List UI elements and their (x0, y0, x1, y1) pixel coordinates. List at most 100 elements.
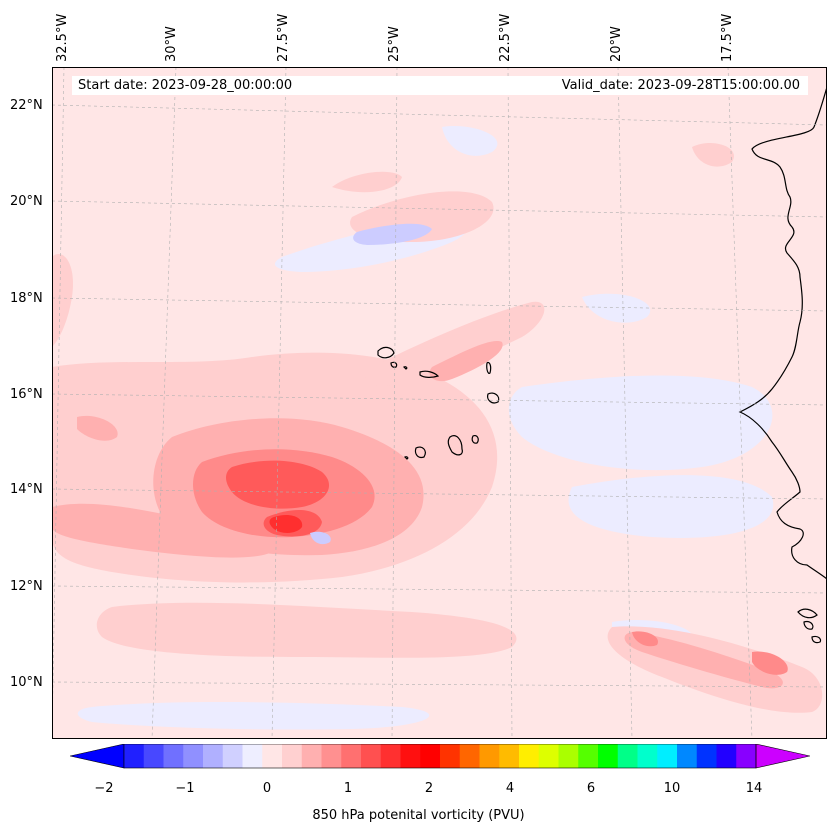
graticule (52, 67, 827, 739)
blue-pocket-north (353, 223, 432, 245)
blue-pocket-center (310, 531, 331, 545)
island-santiago (447, 435, 463, 456)
colorbar-segment (301, 744, 323, 768)
cb-tick-14: 14 (745, 781, 763, 796)
graticule-meridian (52, 67, 65, 739)
red-east-small (632, 631, 658, 647)
graticule-meridian (391, 67, 398, 739)
colorbar-segment (696, 744, 718, 768)
lat-label-10n: 10°N (10, 675, 43, 690)
cb-tick-1: 1 (343, 781, 353, 796)
colorbar-segment (163, 744, 184, 768)
lat-label-18n: 18°N (10, 291, 43, 306)
island-boa-vista (487, 392, 500, 404)
colorbar-segment (400, 744, 421, 768)
red-southeast-core (752, 651, 788, 675)
graticule-meridian (617, 67, 633, 739)
colorbar-segment (598, 744, 619, 768)
lon-label-17-5w: 17.5°W (720, 13, 735, 62)
strong-core (226, 460, 330, 509)
cb-tick-0: 0 (262, 781, 272, 796)
blue-area-east-mid (508, 375, 773, 471)
date-banner: Start date: 2023-09-28_00:00:00 Valid_da… (72, 76, 808, 95)
colorbar-segment (459, 744, 481, 768)
blue-area-south (77, 702, 430, 730)
cb-tick-6: 6 (586, 781, 596, 796)
pink-area-far-north (332, 171, 402, 193)
colorbar-segment (321, 744, 342, 768)
pink-area-south-band (96, 602, 517, 658)
colorbar-segment (361, 744, 382, 768)
lon-label-30w: 30°W (164, 26, 179, 62)
peak-core (269, 515, 303, 533)
colorbar-segment (558, 744, 579, 768)
colorbar-segment (222, 744, 244, 768)
colorbar-segment (124, 744, 145, 768)
lat-label-16n: 16°N (10, 387, 43, 402)
blue-area-north-east-2 (582, 293, 651, 323)
cb-tick-neg2: −2 (94, 781, 114, 796)
colorbar-segment (380, 744, 402, 768)
map-canvas (52, 67, 827, 739)
cb-tick-10: 10 (663, 781, 681, 796)
graticule-meridian (271, 67, 287, 739)
colorbar-segment (519, 744, 540, 768)
cb-tick-2: 2 (424, 781, 434, 796)
colorbar-segment (479, 744, 500, 768)
island-sao-nicolau (419, 370, 440, 378)
pink-southeast-streak (624, 632, 783, 689)
colorbar-segment (183, 744, 204, 768)
lon-label-32-5w: 32.5°W (55, 13, 70, 62)
colorbar-segment (262, 744, 283, 768)
colorbar-segment (716, 744, 737, 768)
island-maio (471, 434, 479, 444)
pink-area-northeast-band (364, 301, 545, 386)
lon-label-27-5w: 27.5°W (276, 13, 291, 62)
colorbar-segment (420, 744, 441, 768)
pink-north-east-streak (429, 341, 503, 382)
colorbar-segment (617, 744, 639, 768)
coast-detail-bijagos (797, 608, 822, 644)
blue-area-north-east (442, 126, 498, 156)
valid-date-text: Valid_date: 2023-09-28T15:00:00.00 (561, 78, 800, 93)
map-border (52, 67, 827, 739)
colorbar-label: 850 hPa potenital vorticity (PVU) (312, 808, 525, 823)
lon-label-20w: 20°W (609, 26, 624, 62)
negative-pockets (310, 223, 432, 545)
pink-area-north-east-small (692, 142, 734, 167)
colorbar-segment (341, 744, 362, 768)
island-santa-luzia (402, 366, 408, 370)
cb-tick-4: 4 (505, 781, 515, 796)
cb-tick-neg1: −1 (175, 781, 195, 796)
island-fogo (414, 446, 426, 459)
colorbar-frame (123, 744, 757, 769)
island-sao-vicente (390, 361, 398, 368)
colorbar-extend-high (755, 744, 810, 769)
peak-positive-area (269, 515, 303, 533)
african-coastline (738, 86, 827, 580)
lon-label-25w: 25°W (387, 26, 402, 62)
colorbar-segment (578, 744, 599, 768)
colorbar-segment (677, 744, 698, 768)
graticule-meridian (151, 67, 177, 739)
colorbar-segment (440, 744, 461, 768)
lat-label-20n: 20°N (10, 194, 43, 209)
colorbar-segment (657, 744, 678, 768)
pink-band-south (52, 503, 274, 558)
lat-label-12n: 12°N (10, 579, 43, 594)
colorbar-segment (499, 744, 520, 768)
pink-west-small (77, 415, 118, 441)
graticule-meridian (507, 67, 513, 739)
vorticity-map (52, 67, 827, 739)
colorbar-segment (538, 744, 560, 768)
colorbar-segment (282, 744, 303, 768)
colorbar-segment (736, 744, 757, 768)
colorbar-extend-low (70, 744, 125, 769)
colorbar-segment (637, 744, 658, 768)
island-brava (403, 456, 409, 460)
start-date-text: Start date: 2023-09-28_00:00:00 (78, 78, 293, 93)
cape-verde-islands (377, 346, 500, 460)
lat-label-22n: 22°N (10, 98, 43, 113)
colorbar-segment (203, 744, 224, 768)
colorbar-segment (143, 744, 165, 768)
